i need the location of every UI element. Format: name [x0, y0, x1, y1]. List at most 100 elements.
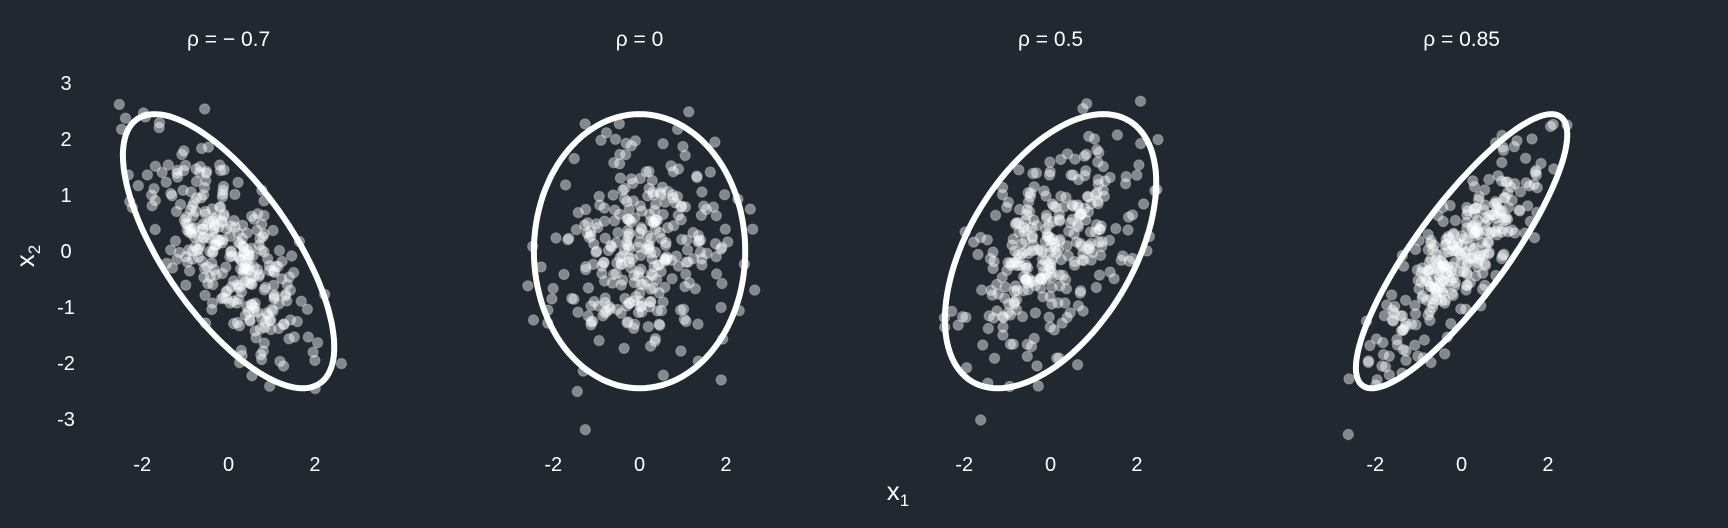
- scatter-point: [619, 292, 631, 305]
- scatter-point: [199, 205, 211, 218]
- scatter-point: [1486, 209, 1499, 221]
- scatter-point: [593, 190, 605, 203]
- scatter-point: [1479, 184, 1491, 196]
- scatter-point: [597, 310, 609, 322]
- scatter-point: [1529, 166, 1541, 179]
- scatter-point: [177, 184, 189, 197]
- scatter-point: [1055, 190, 1067, 203]
- scatter-point: [204, 245, 216, 258]
- scatter-point: [984, 253, 997, 265]
- scatter-point: [1032, 244, 1044, 256]
- scatter-point: [1449, 256, 1461, 269]
- scatter-point: [1075, 208, 1088, 220]
- scatter-point: [141, 169, 154, 181]
- scatter-point: [650, 198, 662, 211]
- scatter-point: [229, 221, 241, 234]
- scatter-point: [1021, 277, 1034, 289]
- scatter-point: [1491, 197, 1503, 210]
- scatter-point: [197, 189, 210, 201]
- scatter-point: [1011, 259, 1023, 272]
- scatter-point: [249, 325, 261, 337]
- scatter-point: [277, 360, 290, 372]
- scatter-point: [1509, 227, 1521, 239]
- scatter-point: [1091, 144, 1103, 156]
- scatter-point: [985, 284, 997, 296]
- scatter-point: [1008, 285, 1020, 297]
- scatter-point: [240, 257, 252, 269]
- scatter-point: [622, 230, 634, 242]
- scatter-point: [281, 278, 293, 291]
- scatter-point: [217, 180, 230, 193]
- scatter-point: [650, 214, 662, 226]
- scatter-point: [200, 174, 212, 187]
- scatter-point: [1020, 273, 1032, 285]
- scatter-point: [1028, 214, 1040, 226]
- scatter-point: [1428, 281, 1441, 293]
- scatter-point: [178, 214, 191, 226]
- scatter-point: [1016, 310, 1029, 323]
- scatter-point: [1004, 338, 1017, 350]
- scatter-point: [265, 323, 277, 336]
- scatter-point: [580, 261, 592, 273]
- scatter-point: [665, 254, 678, 266]
- scatter-point: [987, 246, 999, 258]
- scatter-point: [217, 188, 229, 200]
- scatter-point: [628, 318, 641, 330]
- scatter-point: [701, 247, 713, 260]
- scatter-point: [279, 290, 291, 302]
- scatter-point: [1009, 245, 1021, 257]
- scatter-point: [620, 137, 632, 150]
- scatter-point: [171, 253, 183, 265]
- scatter-point: [225, 220, 237, 232]
- scatter-point: [643, 165, 655, 178]
- scatter-point: [1074, 209, 1086, 221]
- scatter-point: [661, 253, 673, 265]
- scatter-point: [1479, 219, 1491, 231]
- scatter-point: [1486, 226, 1498, 239]
- scatter-point: [184, 204, 197, 216]
- scatter-point: [1044, 156, 1056, 168]
- scatter-point: [194, 160, 206, 173]
- scatter-point: [196, 255, 208, 267]
- scatter-point: [241, 263, 253, 276]
- scatter-point: [1093, 269, 1106, 281]
- scatter-point: [1447, 227, 1460, 240]
- scatter-point: [1477, 249, 1490, 261]
- scatter-point: [618, 193, 631, 205]
- scatter-point: [630, 290, 642, 303]
- scatter-point: [1021, 224, 1033, 236]
- scatter-point: [559, 179, 572, 191]
- scatter-point: [1520, 177, 1532, 189]
- scatter-point: [599, 296, 611, 309]
- scatter-point: [208, 222, 220, 235]
- scatter-point: [208, 263, 221, 276]
- scatter-point: [1029, 279, 1042, 292]
- scatter-point: [183, 265, 196, 277]
- panel-title: ρ = 0.5: [1018, 28, 1083, 51]
- confidence-ellipse: [119, 111, 338, 392]
- x-axis-label-main: x: [887, 476, 900, 506]
- scatter-point: [180, 279, 192, 291]
- scatter-point: [598, 257, 610, 269]
- scatter-point: [1085, 198, 1097, 210]
- panel-title: ρ = − 0.7: [187, 28, 270, 51]
- scatter-point: [283, 271, 295, 283]
- scatter-point: [614, 148, 626, 161]
- scatter-point: [674, 304, 687, 316]
- scatter-point: [268, 266, 281, 279]
- scatter-point: [622, 213, 634, 226]
- scatter-point: [1097, 184, 1109, 196]
- scatter-point: [1013, 252, 1026, 264]
- scatter-point: [169, 235, 182, 247]
- scatter-point: [213, 201, 226, 213]
- scatter-point: [1077, 102, 1089, 115]
- scatter-point: [1377, 348, 1390, 361]
- scatter-point: [1502, 201, 1515, 214]
- scatter-point: [171, 167, 183, 180]
- scatter-point: [653, 318, 665, 330]
- scatter-point: [249, 297, 261, 309]
- scatter-point: [224, 251, 236, 263]
- scatter-point: [585, 316, 597, 328]
- scatter-point: [1397, 323, 1409, 336]
